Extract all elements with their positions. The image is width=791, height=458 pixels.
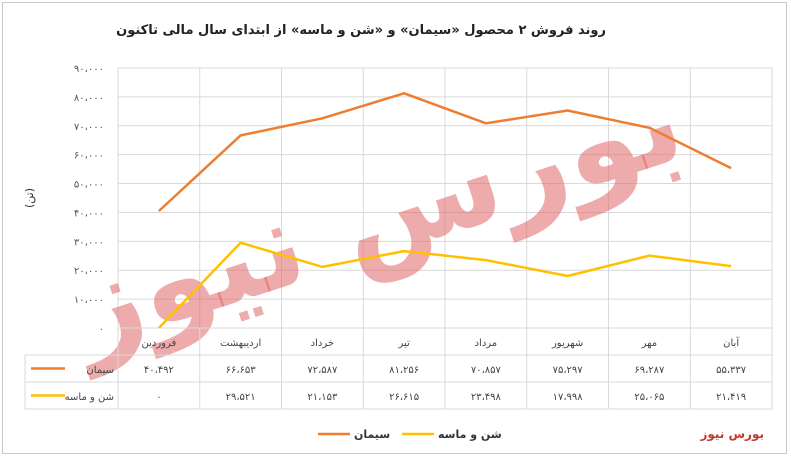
table-cell: ۸۱،۲۵۶ xyxy=(389,365,419,376)
table-cell: ۱۷،۹۹۸ xyxy=(553,392,584,403)
table-cell: ۷۰،۸۵۷ xyxy=(471,365,502,376)
table-cell: ۰ xyxy=(156,392,161,403)
table-cell: ۴۰،۴۹۲ xyxy=(144,365,174,376)
chart-title: روند فروش ۲ محصول «سیمان» و «شن و ماسه» … xyxy=(116,23,606,38)
table-cell: ۲۱،۴۱۹ xyxy=(716,392,746,403)
table-cell: ۲۹،۵۲۱ xyxy=(226,392,256,403)
y-tick-label: ۰ xyxy=(99,324,104,335)
table-series-name: سیمان xyxy=(86,365,114,376)
table-cell: ۵۵،۳۳۷ xyxy=(716,365,747,376)
table-series-name: شن و ماسه xyxy=(65,392,114,403)
y-tick-label: ۶۰،۰۰۰ xyxy=(74,151,104,162)
table-cell: ۶۹،۲۸۷ xyxy=(634,365,665,376)
y-tick-label: ۱۰،۰۰۰ xyxy=(74,295,104,306)
table-cell: ۲۳،۴۹۸ xyxy=(471,392,502,403)
y-tick-label: ۵۰،۰۰۰ xyxy=(74,180,104,191)
legend-label: شن و ماسه xyxy=(438,428,502,441)
chart-frame: ۰ ۱۰،۰۰۰ ۲۰،۰۰۰ ۳۰،۰۰۰ ۴۰،۰۰۰ ۵۰،۰۰۰ ۶۰،۰۰۰ ۷۰،… xyxy=(2,2,787,454)
x-tick-label: فروردین xyxy=(141,338,176,349)
y-tick-label: ۷۰،۰۰۰ xyxy=(74,122,104,133)
series-line xyxy=(157,241,732,329)
series-line xyxy=(158,92,732,212)
y-axis-label: (تن) xyxy=(23,188,36,208)
table-cell: ۲۶،۶۱۵ xyxy=(389,392,419,403)
x-tick-label: آبان xyxy=(723,336,740,349)
y-tick-label: ۳۰،۰۰۰ xyxy=(74,237,104,248)
y-tick-label: ۹۰،۰۰۰ xyxy=(74,64,104,75)
x-tick-label: شهریور xyxy=(551,338,583,349)
y-tick-label: ۲۰،۰۰۰ xyxy=(74,266,104,277)
brand-logo: بورس نیوز xyxy=(700,427,764,441)
chart-plot: ۰ ۱۰،۰۰۰ ۲۰،۰۰۰ ۳۰،۰۰۰ ۴۰،۰۰۰ ۵۰،۰۰۰ ۶۰،۰۰۰ ۷۰،… xyxy=(23,50,773,441)
table-cell: ۲۵،۰۶۵ xyxy=(634,392,664,403)
x-tick-label: مرداد xyxy=(475,338,498,349)
watermark: بورس نیوز xyxy=(47,50,699,380)
x-tick-label: اردیبهشت xyxy=(220,338,261,349)
x-tick-label: مهر xyxy=(641,338,657,349)
table-cell: ۷۵،۲۹۷ xyxy=(553,365,584,376)
y-tick-label: ۴۰،۰۰۰ xyxy=(74,208,104,219)
legend-label: سیمان xyxy=(354,428,390,441)
table-cell: ۲۱،۱۵۳ xyxy=(307,392,338,403)
x-tick-label: تیر xyxy=(397,338,410,349)
table-cell: ۷۲،۵۸۷ xyxy=(307,365,338,376)
x-tick-label: خرداد xyxy=(311,338,334,349)
table-cell: ۶۶،۶۵۳ xyxy=(226,365,257,376)
y-tick-label: ۸۰،۰۰۰ xyxy=(74,93,104,104)
